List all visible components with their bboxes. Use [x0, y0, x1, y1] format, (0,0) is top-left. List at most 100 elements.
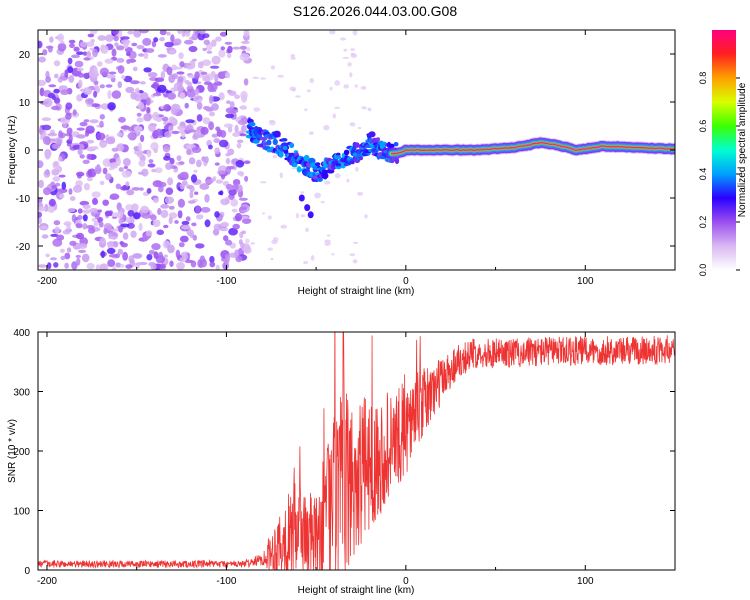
signal-blob [327, 168, 335, 174]
noise-blob [329, 86, 333, 91]
noise-blob [125, 181, 130, 187]
noise-blob [170, 34, 175, 43]
noise-blob [79, 41, 88, 48]
noise-blob [74, 60, 84, 68]
noise-blob [350, 52, 356, 56]
noise-blob [53, 220, 61, 226]
noise-blob [153, 251, 159, 259]
noise-blob [239, 105, 247, 110]
noise-blob [151, 40, 157, 48]
noise-blob [38, 264, 47, 268]
noise-blob [347, 62, 352, 67]
noise-blob [184, 30, 191, 37]
noise-blob [47, 93, 56, 99]
snr-x-label: Height of straight line (km) [298, 585, 415, 596]
noise-blob [142, 37, 152, 46]
noise-blob [82, 204, 91, 210]
noise-blob [220, 198, 230, 206]
noise-blob [334, 173, 341, 179]
noise-blob [215, 36, 222, 42]
noise-blob [145, 230, 153, 237]
noise-blob [168, 125, 174, 132]
noise-blob [250, 242, 256, 245]
noise-blob [290, 53, 296, 59]
noise-blob [69, 196, 76, 201]
noise-blob [76, 127, 85, 131]
noise-blob [139, 30, 149, 34]
noise-blob [51, 185, 57, 189]
signal-blob [278, 151, 284, 158]
noise-blob [178, 161, 185, 165]
noise-blob [141, 168, 149, 177]
noise-blob [54, 226, 60, 234]
signal-blob [280, 138, 288, 142]
noise-blob [89, 119, 99, 124]
noise-blob [64, 252, 71, 260]
noise-blob [244, 238, 250, 244]
noise-blob [260, 181, 267, 184]
noise-blob [189, 190, 194, 199]
noise-blob [228, 165, 235, 170]
noise-blob [120, 242, 128, 248]
signal-blob [282, 145, 288, 151]
signal-blob [351, 147, 357, 151]
noise-blob [314, 192, 321, 199]
noise-blob [94, 84, 99, 90]
noise-blob [211, 133, 218, 138]
noise-blob [332, 113, 336, 119]
noise-blob [66, 247, 72, 253]
noise-blob [132, 66, 138, 72]
noise-blob [148, 159, 154, 164]
noise-blob [143, 52, 149, 60]
noise-blob [82, 51, 88, 56]
noise-blob [113, 35, 119, 42]
noise-blob [353, 241, 358, 244]
noise-blob [234, 249, 239, 257]
signal-blob [368, 131, 376, 138]
noise-blob [209, 111, 215, 117]
noise-blob [239, 53, 250, 61]
noise-blob [133, 126, 143, 132]
noise-blob [236, 139, 244, 144]
noise-blob [118, 225, 123, 233]
noise-blob [147, 163, 156, 168]
noise-blob [87, 168, 97, 178]
noise-blob [219, 190, 224, 196]
signal-blob [298, 194, 305, 202]
colorbar-label: Normalized spectral amplitude [737, 82, 748, 217]
noise-blob [97, 209, 102, 213]
noise-blob [187, 200, 196, 204]
noise-blob [53, 88, 60, 94]
noise-blob [246, 47, 251, 52]
noise-blob [96, 132, 106, 141]
noise-blob [241, 40, 250, 44]
noise-blob [153, 197, 159, 203]
colorbar-tick-label: 0.4 [698, 168, 708, 181]
noise-blob [68, 134, 73, 143]
noise-blob [202, 47, 207, 52]
noise-blob [231, 183, 239, 191]
noise-blob [76, 67, 84, 72]
noise-blob [176, 155, 182, 162]
noise-blob [50, 233, 59, 237]
colorbar-tick-label: 0.0 [698, 264, 708, 277]
noise-blob [179, 183, 185, 190]
snr-y-label: SNR (10 * v/v) [7, 419, 18, 483]
noise-blob [38, 56, 46, 63]
noise-blob [61, 181, 67, 190]
noise-blob [158, 251, 164, 260]
noise-blob [66, 224, 71, 230]
noise-blob [131, 203, 139, 212]
noise-blob [300, 214, 306, 218]
noise-blob [75, 223, 83, 229]
noise-blob [42, 136, 51, 145]
noise-blob [197, 259, 202, 268]
noise-blob [214, 147, 221, 155]
noise-blob [204, 156, 209, 164]
noise-blob [192, 134, 199, 141]
noise-blob [152, 92, 162, 97]
noise-blob [77, 72, 85, 78]
noise-blob [60, 40, 65, 44]
noise-blob [120, 223, 130, 228]
noise-blob [241, 230, 247, 235]
